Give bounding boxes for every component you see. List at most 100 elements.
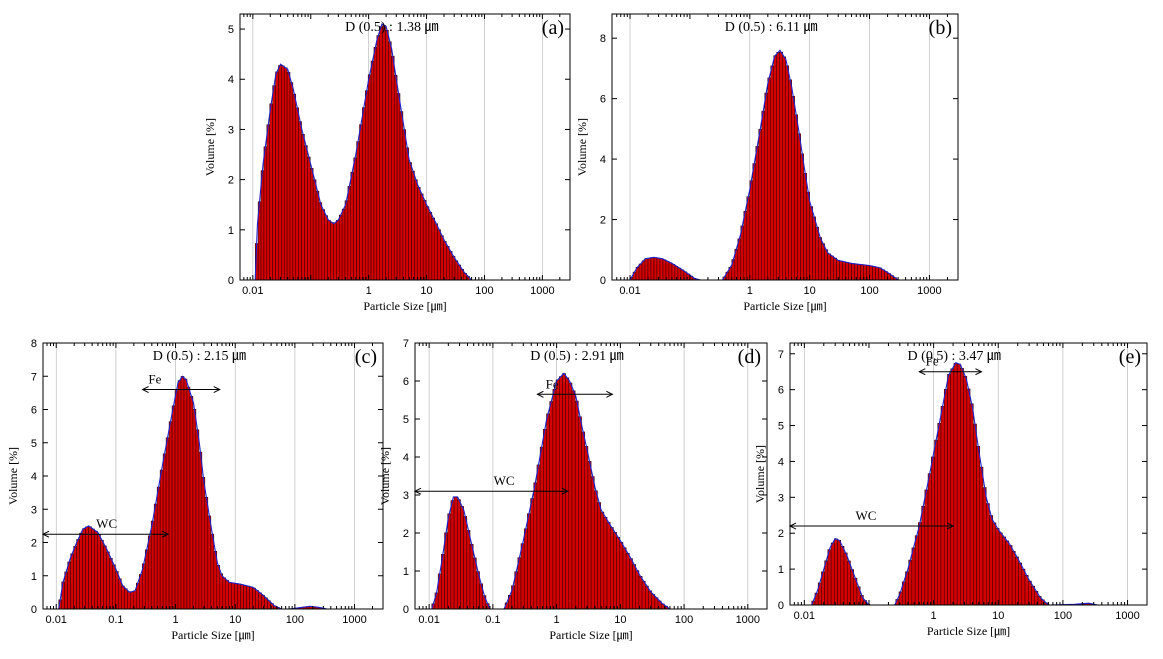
x-axis-label: Particle Size [㎛] [549, 628, 632, 642]
chart-title: D (0.5) : 2.91 ㎛ [530, 349, 623, 364]
y-tick-label: 2 [600, 215, 606, 227]
plot-frame [239, 13, 571, 281]
chart-panel-2: 0.01 1 10 100 1000 0 2 4 6 8 Particle Size [㎛] Volu… [575, 13, 959, 313]
histogram-bar [950, 368, 955, 606]
histogram-bar [749, 180, 754, 281]
histogram-bar [428, 212, 433, 281]
arrow-head-left [413, 487, 422, 495]
histogram-bar [431, 217, 435, 281]
arrow-head-right [213, 386, 221, 393]
histogram-bar [393, 74, 398, 281]
histogram-bar [815, 226, 819, 281]
histogram-bar [843, 552, 848, 606]
histogram-bar [833, 257, 837, 281]
histogram-bar [189, 396, 194, 610]
histogram-bar [594, 490, 598, 610]
y-tick-label: 3 [31, 504, 37, 516]
histogram-bar [286, 71, 291, 281]
plot-frame [789, 342, 1148, 606]
histogram-bar [298, 121, 302, 281]
histogram-bar [422, 200, 427, 281]
histogram-bar [425, 206, 430, 281]
histogram-bar [177, 380, 182, 610]
histogram-bar [112, 564, 116, 610]
x-tick-label: 10 [804, 285, 816, 297]
histogram-bar [834, 538, 838, 606]
x-tick-label: 1 [554, 614, 560, 626]
panel-tag: (e) [1119, 346, 1141, 368]
chart-panel-4: 0.01 0.1 1 10 100 1000 0 1 2 3 4 5 6 7 Particle Size [… [378, 338, 768, 642]
histogram-bar [758, 128, 763, 281]
histogram-bar [67, 561, 71, 610]
histogram-bar [272, 85, 276, 281]
x-tick-label: 1 [172, 614, 178, 626]
histogram-bar [969, 403, 974, 606]
histogram-bar [842, 261, 846, 281]
y-tick-label: 6 [778, 385, 784, 397]
x-axis-label: Particle Size [㎛] [171, 628, 254, 642]
histogram-bar [420, 193, 424, 281]
histogram-bar [908, 559, 913, 606]
y-tick-label: 3 [403, 490, 409, 502]
histogram-bar [785, 65, 789, 281]
histogram-bar [472, 557, 477, 610]
histogram-bar [782, 56, 786, 281]
x-tick-label: 1000 [530, 285, 554, 297]
histogram-bar [517, 557, 522, 610]
histogram-bar [391, 55, 395, 281]
histogram-bar [289, 82, 294, 281]
y-tick-label: 4 [778, 456, 784, 468]
histogram-bar [460, 506, 464, 610]
histogram-bar [382, 25, 386, 281]
distribution-curve [431, 372, 759, 610]
x-tick-label: 0.1 [108, 614, 123, 626]
x-tick-label: 0.01 [242, 285, 263, 297]
histogram-bar [558, 376, 563, 610]
histogram-bar [318, 202, 323, 281]
histogram-bar [153, 503, 158, 610]
histogram-bar [437, 229, 441, 281]
histogram-bar [860, 264, 864, 281]
histogram-bar [266, 124, 270, 281]
histogram-bar [443, 241, 447, 281]
histogram-bar [402, 129, 407, 281]
y-tick-label: 4 [403, 452, 409, 464]
histogram-bar [444, 532, 448, 610]
y-tick-label: 0 [600, 275, 606, 287]
histogram-bar [379, 26, 383, 281]
histogram-bar [183, 378, 188, 610]
histogram-bar [115, 571, 119, 610]
histogram-bar [770, 65, 774, 281]
histogram-bar [998, 532, 1003, 606]
x-tick-label: 100 [475, 285, 493, 297]
histogram-bar [1018, 562, 1023, 606]
histogram-bar [269, 103, 273, 281]
histogram-bar [85, 526, 89, 610]
x-tick-label: 1000 [342, 614, 366, 626]
histogram-bar [650, 257, 655, 281]
histogram-bar [651, 594, 656, 610]
histogram-bar [82, 528, 86, 610]
histogram-bar [281, 65, 285, 281]
x-tick-label: 0.01 [794, 610, 815, 622]
histogram-bar [64, 571, 68, 610]
histogram-bar [659, 258, 664, 281]
arrow-head-right [561, 487, 569, 495]
histogram-bar [370, 60, 375, 281]
histogram-bar [653, 257, 658, 281]
histogram-bar [797, 133, 801, 281]
histogram-bar [417, 187, 421, 281]
histogram-bar [536, 464, 541, 610]
histogram-bar [180, 376, 185, 610]
distribution-curve [629, 49, 899, 281]
histogram-bar [147, 535, 152, 610]
histogram-bar [399, 111, 404, 281]
histogram-bar [301, 134, 305, 281]
histogram-bar [94, 530, 98, 610]
histogram-bar [587, 461, 592, 610]
histogram-bar [448, 251, 453, 281]
histogram-bar [752, 163, 757, 281]
histogram-bar [638, 576, 643, 610]
histogram-bar [466, 530, 471, 610]
